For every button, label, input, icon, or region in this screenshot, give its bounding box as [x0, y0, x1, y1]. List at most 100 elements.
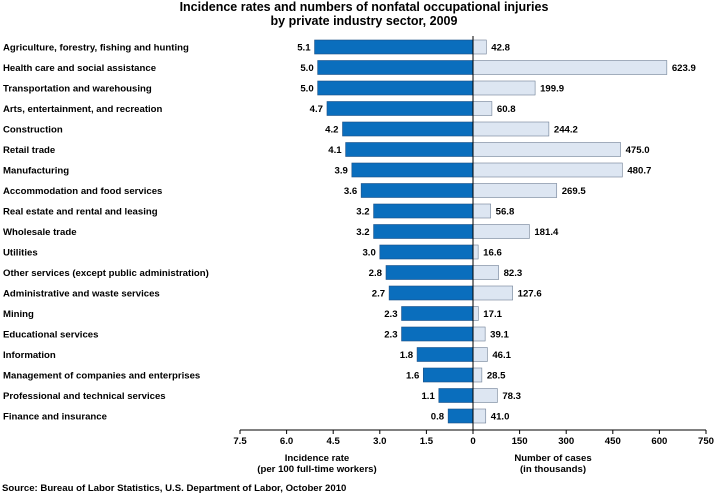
- category-label: Health care and social assistance: [3, 63, 156, 74]
- incidence-rate-label: 3.0: [362, 248, 375, 259]
- case-count-bar: [472, 285, 513, 301]
- category-label: Retail trade: [3, 145, 55, 156]
- left-axis-label-line2: (per 100 full-time workers): [257, 464, 376, 475]
- left-axis-label-line1: Incidence rate: [285, 453, 350, 464]
- case-count-bar: [472, 203, 491, 219]
- category-label: Agriculture, forestry, fishing and hunti…: [3, 43, 189, 54]
- incidence-rate-label: 5.0: [300, 63, 313, 74]
- incidence-rate-label: 3.2: [356, 227, 369, 238]
- category-label: Professional and technical services: [3, 391, 166, 402]
- source-note: Source: Bureau of Labor Statistics, U.S.…: [2, 483, 346, 493]
- case-count-bar: [472, 306, 479, 321]
- category-labels: Agriculture, forestry, fishing and hunti…: [3, 43, 209, 423]
- incidence-rate-bars: 5.1 5.0 5.0 4.74.2 4.1 3.9 3.6 3.2 3.2 3.0 2.8 2.7 2…: [297, 39, 474, 424]
- incidence-rate-bar: [317, 80, 474, 96]
- right-tick-label: 750: [698, 436, 714, 447]
- case-count-label: 16.6: [483, 248, 502, 259]
- category-label: Finance and insurance: [3, 412, 107, 423]
- incidence-rate-label: 4.7: [310, 104, 323, 115]
- case-count-bar: [472, 347, 488, 362]
- incidence-rate-bar: [317, 60, 474, 75]
- case-count-label: 78.3: [502, 391, 521, 402]
- incidence-rate-label: 3.2: [356, 207, 369, 218]
- case-count-label: 17.1: [483, 309, 502, 320]
- case-count-bar: [472, 244, 479, 260]
- right-tick-label: 450: [605, 436, 621, 447]
- category-label: Manufacturing: [3, 166, 69, 177]
- incidence-rate-label: 1.8: [400, 350, 414, 361]
- case-count-label: 28.5: [487, 371, 506, 382]
- case-count-bar: [472, 142, 621, 157]
- incidence-rate-bar: [345, 142, 474, 157]
- incidence-rate-bar: [401, 306, 474, 321]
- incidence-rate-label: 1.6: [406, 371, 419, 382]
- case-count-label: 46.1: [492, 350, 511, 361]
- chart-title: Incidence rates and numbers of nonfatal …: [180, 0, 549, 14]
- case-count-label: 181.4: [534, 227, 559, 238]
- incidence-rate-bar: [373, 224, 474, 239]
- incidence-rate-bar: [373, 203, 474, 219]
- case-count-bar: [472, 183, 558, 198]
- case-count-bar: [472, 388, 498, 403]
- case-count-label: 42.8: [491, 43, 510, 54]
- incidence-rate-bar: [385, 265, 474, 280]
- category-label: Management of companies and enterprises: [3, 371, 200, 382]
- right-tick-label: 300: [558, 436, 574, 447]
- incidence-rate-label: 5.1: [297, 43, 311, 54]
- incidence-rate-bar: [351, 162, 474, 178]
- category-label: Utilities: [3, 248, 38, 259]
- category-label: Educational services: [3, 330, 98, 341]
- incidence-rate-label: 2.8: [369, 268, 383, 279]
- case-count-label: 269.5: [562, 186, 587, 197]
- right-axis-label-line1: Number of cases: [514, 453, 591, 464]
- incidence-rate-bar: [326, 101, 474, 116]
- case-count-bar: [472, 101, 493, 116]
- left-tick-label: 6.0: [280, 436, 293, 447]
- incidence-rate-label: 4.2: [325, 125, 338, 136]
- incidence-rate-bar: [314, 39, 474, 55]
- case-count-bar: [472, 265, 499, 280]
- chart-subtitle: by private industry sector, 2009: [271, 14, 458, 28]
- incidence-rate-bar: [342, 121, 474, 137]
- incidence-rate-label: 0.8: [431, 412, 445, 423]
- case-count-bar: [472, 39, 487, 55]
- incidence-rate-label: 3.6: [344, 186, 357, 197]
- case-count-label: 56.8: [496, 207, 515, 218]
- incidence-rate-label: 3.9: [334, 166, 347, 177]
- case-count-bar: [472, 367, 483, 383]
- case-count-bar: [472, 60, 668, 75]
- right-tick-label: 600: [651, 436, 667, 447]
- case-count-label: 199.9: [540, 84, 564, 95]
- category-label: Other services (except public administra…: [3, 268, 209, 279]
- category-label: Arts, entertainment, and recreation: [3, 104, 163, 115]
- case-count-label: 475.0: [626, 145, 650, 156]
- right-axis-label-line2: (in thousands): [520, 464, 586, 475]
- right-tick-label: 150: [512, 436, 528, 447]
- incidence-rate-bar: [360, 183, 474, 198]
- category-label: Administrative and waste services: [3, 289, 160, 300]
- category-label: Mining: [3, 309, 34, 320]
- incidence-rate-bar: [422, 367, 474, 383]
- case-count-bar: [472, 224, 530, 239]
- case-count-bars: 42.8 623.9 199.9 60.8 244.2 475.0 480.7 269.5 56…: [472, 39, 696, 424]
- incidence-rate-label: 4.1: [328, 145, 342, 156]
- right-tick-label: 0: [470, 436, 475, 447]
- incidence-rate-bar: [447, 408, 474, 424]
- incidence-rate-bar: [438, 388, 474, 403]
- incidence-rate-label: 2.3: [384, 330, 397, 341]
- left-tick-label: 3.0: [373, 436, 386, 447]
- case-count-bar: [472, 121, 550, 137]
- case-count-label: 244.2: [554, 125, 578, 136]
- incidence-rate-label: 2.3: [384, 309, 397, 320]
- case-count-label: 480.7: [627, 166, 651, 177]
- category-label: Wholesale trade: [3, 227, 77, 238]
- case-count-bar: [472, 408, 487, 424]
- category-label: Transportation and warehousing: [3, 84, 152, 95]
- left-tick-label: 4.5: [327, 436, 341, 447]
- case-count-bar: [472, 162, 623, 178]
- category-label: Accommodation and food services: [3, 186, 162, 197]
- category-label: Construction: [3, 125, 63, 136]
- case-count-label: 623.9: [672, 63, 696, 74]
- case-count-bar: [472, 80, 536, 96]
